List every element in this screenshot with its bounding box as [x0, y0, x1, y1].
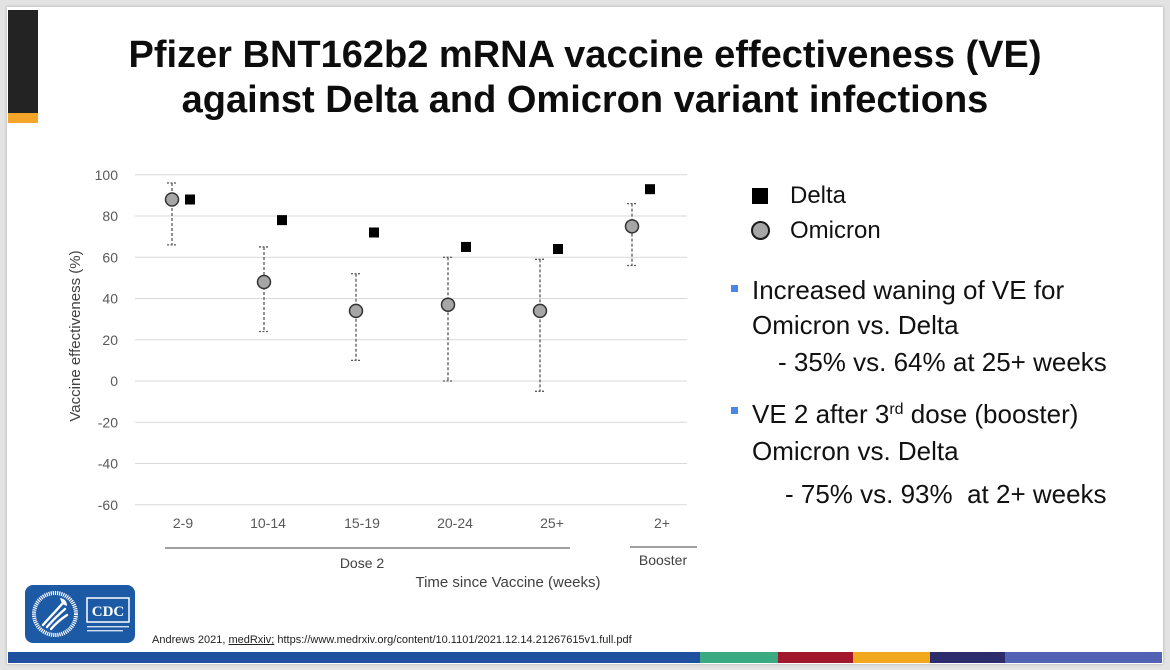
bullet-1-line-1: Increased waning of VE for [752, 275, 1065, 305]
bullet-square-icon [731, 407, 738, 414]
axis-ticks: 100 80 60 40 20 0 -20 -40 -60 2-9 10-14 15-19 20-24 2… [95, 167, 670, 531]
citation-author: Andrews 2021, [152, 634, 226, 646]
x-tick-label: 2-9 [173, 515, 193, 531]
slide-title: Pfizer BNT162b2 mRNA vaccine effectivene… [0, 33, 1170, 123]
group-label-booster: Booster [639, 552, 688, 568]
top-left-accent-bar [8, 10, 38, 113]
legend-delta-square-icon [752, 188, 768, 204]
y-tick-label: 0 [110, 373, 118, 389]
delta-point [185, 194, 195, 205]
citation-source-link[interactable]: medRxiv; [228, 634, 275, 646]
legend-omicron-circle-icon [751, 221, 770, 240]
bullet-1-line-2: Omicron vs. Delta [752, 310, 959, 340]
x-tick-label: 2+ [654, 515, 670, 531]
slide-background [7, 7, 1163, 664]
y-tick-label: 60 [102, 249, 118, 265]
omicron-point [348, 303, 364, 319]
y-tick-label: -20 [98, 414, 118, 430]
bullet-2-superscript: rd [889, 401, 904, 418]
delta-point [461, 241, 471, 252]
delta-point [277, 215, 287, 226]
top-left-accent-stripe [8, 113, 38, 123]
citation: Andrews 2021, medRxiv; https://www.medrx… [152, 633, 632, 647]
x-tick-label: 20-24 [437, 515, 473, 531]
legend-label-omicron: Omicron [790, 217, 881, 244]
y-tick-label: -60 [98, 497, 118, 513]
stripe-segment [700, 652, 778, 663]
stripe-segment [8, 652, 700, 663]
x-tick-label: 25+ [540, 515, 564, 531]
cdc-logo: CDC [25, 585, 135, 643]
y-axis-title: Vaccine effectiveness (%) [67, 250, 84, 421]
cdc-box [86, 597, 130, 623]
bullet-2-text-b: dose (booster) [903, 399, 1079, 429]
stripe-segment [1005, 652, 1162, 663]
y-tick-label: 40 [102, 291, 118, 307]
bullet-square-icon [731, 285, 738, 292]
citation-url: https://www.medrxiv.org/content/10.1101/… [277, 634, 632, 646]
hhs-eagle-head-icon [60, 598, 67, 606]
omicron-point [624, 219, 640, 234]
omicron-point [532, 303, 548, 319]
y-tick-label: 80 [102, 208, 118, 224]
bullet-2-text-a: VE 2 after 3 [752, 399, 890, 429]
stripe-segment [930, 652, 1005, 663]
omicron-point [256, 274, 272, 290]
stripe-segment [853, 652, 930, 663]
omicron-point [440, 297, 456, 312]
legend-label-delta: Delta [790, 182, 847, 209]
group-label-dose2: Dose 2 [340, 555, 385, 571]
x-tick-label: 15-19 [344, 515, 380, 531]
y-tick-label: 100 [95, 167, 119, 183]
logo-fine-print-line [87, 626, 129, 628]
gridlines [135, 174, 687, 506]
omicron-point [164, 192, 180, 207]
bullet-2-line-1: VE 2 after 3rd dose (booster) [752, 399, 1078, 429]
cdc-logo-text: CDC [92, 604, 125, 620]
delta-point [369, 227, 379, 238]
x-tick-label: 10-14 [250, 515, 286, 531]
stripe-segment [778, 652, 853, 663]
bullet-2-detail: - 75% vs. 93% at 2+ weeks [785, 479, 1107, 509]
delta-point [553, 244, 563, 254]
logo-fine-print-line [87, 630, 123, 632]
bullet-1-detail: - 35% vs. 64% at 25+ weeks [778, 347, 1107, 377]
bullet-2-line-2: Omicron vs. Delta [752, 436, 959, 466]
bottom-color-stripe [8, 652, 1162, 663]
slide-title-line-1: Pfizer BNT162b2 mRNA vaccine effectivene… [128, 34, 1042, 76]
hhs-seal-ring-icon [32, 591, 78, 637]
hhs-eagle-icon [41, 602, 69, 631]
y-tick-label: -40 [98, 456, 118, 472]
ve-chart: 100 80 60 40 20 0 -20 -40 -60 2-9 10-14 15-19 20-24 2… [67, 167, 697, 591]
data-marks [164, 182, 655, 392]
x-axis-title: Time since Vaccine (weeks) [415, 574, 600, 591]
delta-point [645, 184, 655, 195]
y-tick-label: 20 [102, 332, 118, 348]
slide-title-line-2: against Delta and Omicron variant infect… [181, 79, 989, 121]
